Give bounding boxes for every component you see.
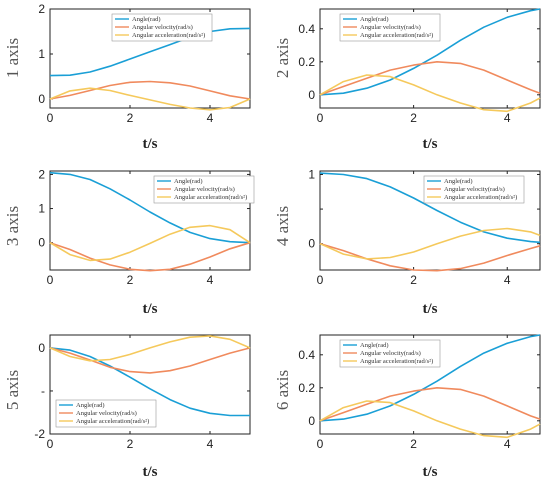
chart-5: 0 2 4 0 - -2 Angle(rad)Angular velocity(rad/s)… xyxy=(3,334,251,480)
chart-5-legend-label: Angular acceleration(rad/s²) xyxy=(76,418,149,425)
chart-2-legend-label: Angular acceleration(rad/s²) xyxy=(360,32,433,39)
chart-2-ylabel: 2 axis xyxy=(273,38,292,78)
chart-1: 0 2 4 0 1 2 Angle(rad)Angular velocity(rad/s)A… xyxy=(3,2,251,152)
chart-4: 0 2 4 0 1 Angle(rad)Angular velocity(rad/s)An… xyxy=(273,167,541,317)
chart-3-ytick-label: 1 xyxy=(38,202,45,216)
chart-3-series-1-line xyxy=(49,171,251,244)
chart-2-xtick-label: 4 xyxy=(504,111,511,125)
chart-2-xtick-label: 2 xyxy=(410,111,417,125)
chart-3-xtick-label: 0 xyxy=(47,273,54,287)
chart-1-series-3-line xyxy=(49,87,251,111)
chart-5-series-3-line xyxy=(49,335,251,362)
chart-3-legend-label: Angle(rad) xyxy=(174,178,203,185)
chart-6-xtick-label: 4 xyxy=(504,437,511,451)
chart-1-xtick-label: 2 xyxy=(127,111,134,125)
chart-1-ytick-label: 1 xyxy=(38,47,45,61)
chart-3-xlabel: t/s xyxy=(143,301,158,317)
chart-1-xlabel: t/s xyxy=(143,136,158,152)
chart-6-plot-frame xyxy=(319,334,541,435)
chart-1-series-2-line xyxy=(49,80,251,100)
chart-4-ylabel: 4 axis xyxy=(273,206,292,246)
chart-1-legend-label: Angular acceleration(rad/s²) xyxy=(132,32,205,39)
chart-3-ytick-label: 2 xyxy=(38,167,45,181)
chart-3-xtick-label: 4 xyxy=(207,273,214,287)
chart-2-ytick-label: 0.4 xyxy=(298,22,315,36)
chart-6: 0 2 4 0 0.2 0.4 Angle(rad)Angular velocity(rad… xyxy=(273,334,541,480)
chart-4-legend-label: Angular acceleration(rad/s²) xyxy=(444,194,517,201)
chart-3-legend-label: Angular acceleration(rad/s²) xyxy=(174,194,247,201)
chart-3-series-3-line xyxy=(49,224,251,262)
chart-5-xlabel: t/s xyxy=(143,464,158,480)
chart-5-xtick-label: 2 xyxy=(127,437,134,451)
chart-2-series-3-line xyxy=(319,74,541,113)
chart-4-xtick-label: 0 xyxy=(317,273,324,287)
chart-1-series-1-line xyxy=(49,27,251,77)
chart-4-series-3-line xyxy=(319,227,541,260)
chart-3-xtick-label: 2 xyxy=(127,273,134,287)
chart-4-xtick-label: 4 xyxy=(504,273,511,287)
chart-2-ytick-label: 0.2 xyxy=(298,55,315,69)
chart-2-plot-frame xyxy=(319,8,541,109)
chart-4-ytick-label: 1 xyxy=(308,167,315,181)
chart-6-series-1-line xyxy=(319,334,541,422)
chart-2-xtick-label: 0 xyxy=(317,111,324,125)
chart-2: 0 2 4 0 0.2 0.4 Angle(rad)Angular velocity(rad… xyxy=(273,8,541,152)
chart-5-legend-label: Angular velocity(rad/s) xyxy=(76,410,137,417)
chart-5-series-1-line xyxy=(49,347,250,417)
chart-6-xtick-label: 2 xyxy=(410,437,417,451)
chart-4-xtick-label: 2 xyxy=(410,273,417,287)
chart-3-ylabel: 3 axis xyxy=(3,206,22,246)
chart-2-series-1-line xyxy=(319,8,541,96)
chart-4-xlabel: t/s xyxy=(423,301,438,317)
chart-6-ytick-label: 0.2 xyxy=(298,381,315,395)
chart-2-series-2-line xyxy=(319,60,541,96)
chart-3: 0 2 4 0 1 2 Angle(rad)Angular velocity(rad/s)A… xyxy=(3,167,255,317)
chart-6-ytick-label: 0 xyxy=(308,414,315,428)
chart-3-ytick-label: 0 xyxy=(38,236,45,250)
chart-6-xtick-label: 0 xyxy=(317,437,324,451)
chart-5-ytick-label: 0 xyxy=(38,341,45,355)
chart-1-ytick-label: 2 xyxy=(38,2,45,16)
chart-4-series-2-line xyxy=(319,242,541,272)
chart-1-xtick-label: 0 xyxy=(47,111,54,125)
chart-1-plot-frame xyxy=(49,8,251,109)
chart-3-series-2-line xyxy=(49,241,251,272)
chart-1-xtick-label: 4 xyxy=(207,111,214,125)
chart-2-ytick-label: 0 xyxy=(308,88,315,102)
chart-5-ylabel: 5 axis xyxy=(3,370,22,410)
chart-5-ytick-label: -2 xyxy=(34,427,45,441)
chart-5-xtick-label: 0 xyxy=(47,437,54,451)
chart-5-ytick-label: - xyxy=(41,384,45,398)
chart-2-xlabel: t/s xyxy=(423,136,438,152)
chart-1-ytick-label: 0 xyxy=(38,92,45,106)
chart-5-legend-label: Angle(rad) xyxy=(76,402,105,409)
chart-1-legend-label: Angle(rad) xyxy=(132,16,161,23)
chart-4-ytick-label: 0 xyxy=(308,237,315,251)
chart-6-ytick-label: 0.4 xyxy=(298,348,315,362)
chart-4-series-1-line xyxy=(319,172,541,244)
chart-6-legend-label: Angle(rad) xyxy=(360,342,389,349)
chart-2-legend-label: Angle(rad) xyxy=(360,16,389,23)
chart-5-xtick-label: 4 xyxy=(207,437,214,451)
chart-3-legend-label: Angular velocity(rad/s) xyxy=(174,186,235,193)
chart-5-series-2-line xyxy=(49,347,251,374)
chart-6-legend-label: Angular acceleration(rad/s²) xyxy=(360,358,433,365)
chart-4-legend-label: Angle(rad) xyxy=(444,178,473,185)
chart-6-series-3-line xyxy=(319,400,541,439)
chart-6-xlabel: t/s xyxy=(423,464,438,480)
chart-1-legend-label: Angular velocity(rad/s) xyxy=(132,24,193,31)
chart-6-series-2-line xyxy=(319,386,541,422)
chart-1-ylabel: 1 axis xyxy=(3,38,22,78)
chart-6-legend-label: Angular velocity(rad/s) xyxy=(360,350,421,357)
chart-5-plot-frame xyxy=(49,334,251,435)
chart-4-legend-label: Angular velocity(rad/s) xyxy=(444,186,505,193)
chart-2-legend-label: Angular velocity(rad/s) xyxy=(360,24,421,31)
chart-6-ylabel: 6 axis xyxy=(273,370,292,410)
